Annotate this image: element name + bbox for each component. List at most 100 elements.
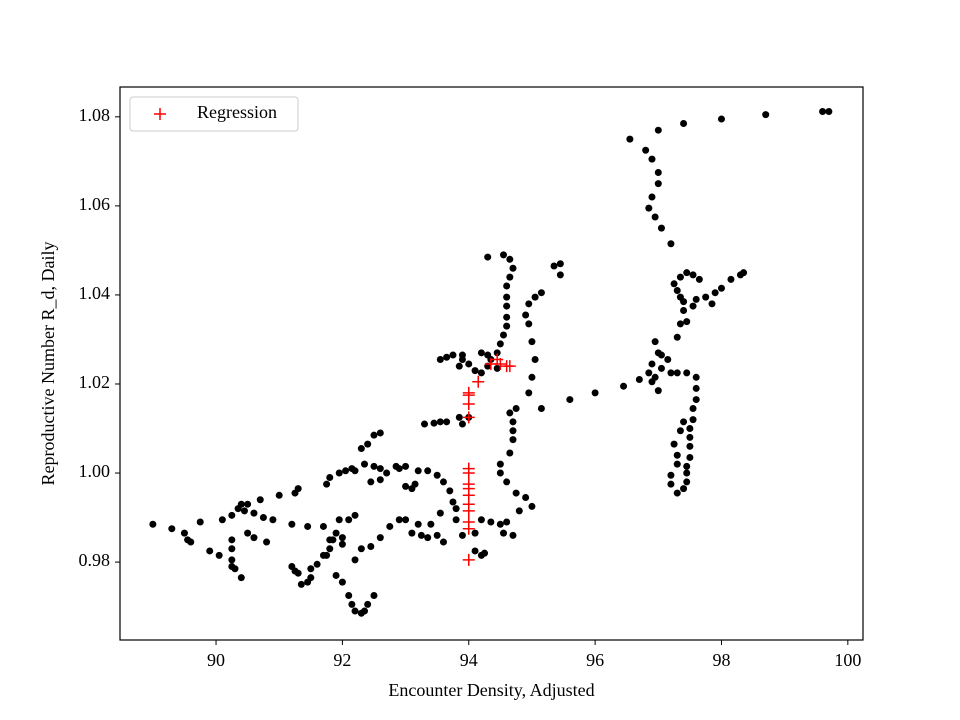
point xyxy=(256,496,264,504)
point xyxy=(692,373,700,381)
point xyxy=(692,384,700,392)
point xyxy=(367,542,375,550)
point xyxy=(740,269,748,277)
point xyxy=(496,520,504,528)
point xyxy=(673,369,681,377)
point xyxy=(244,500,252,508)
point xyxy=(477,516,485,524)
point xyxy=(361,460,369,468)
point xyxy=(370,462,378,470)
point xyxy=(275,491,283,499)
point xyxy=(491,353,504,366)
point xyxy=(528,373,536,381)
point xyxy=(667,480,675,488)
point xyxy=(417,531,425,539)
point xyxy=(531,293,539,301)
point xyxy=(364,600,372,608)
point xyxy=(436,418,444,426)
point xyxy=(367,478,375,486)
point xyxy=(462,462,475,475)
point xyxy=(462,516,475,529)
y-tick-label: 1.00 xyxy=(79,461,111,481)
point xyxy=(550,262,558,270)
point xyxy=(319,522,327,530)
point xyxy=(683,462,691,470)
point xyxy=(228,511,236,519)
point xyxy=(452,516,460,524)
point xyxy=(496,469,504,477)
point xyxy=(727,275,735,283)
point xyxy=(231,565,239,573)
point xyxy=(648,378,656,386)
point xyxy=(218,516,226,524)
point xyxy=(402,482,410,490)
point xyxy=(506,273,514,281)
point xyxy=(477,369,485,377)
point xyxy=(667,369,675,377)
point xyxy=(244,529,252,537)
point xyxy=(537,404,545,412)
point xyxy=(345,591,353,599)
point xyxy=(439,538,447,546)
point xyxy=(673,333,681,341)
point xyxy=(648,155,656,163)
point xyxy=(689,416,697,424)
point xyxy=(528,502,536,510)
point xyxy=(338,578,346,586)
point xyxy=(503,322,511,330)
point xyxy=(411,480,419,488)
point xyxy=(326,545,334,553)
point xyxy=(525,320,533,328)
plot-area xyxy=(149,107,833,617)
point xyxy=(651,338,659,346)
point xyxy=(487,518,495,526)
point xyxy=(307,565,315,573)
point xyxy=(237,500,245,508)
point xyxy=(645,369,653,377)
point xyxy=(345,516,353,524)
point xyxy=(326,536,334,544)
point xyxy=(168,525,176,533)
point xyxy=(414,467,422,475)
point xyxy=(654,180,662,188)
point xyxy=(364,440,372,448)
point xyxy=(528,338,536,346)
point xyxy=(250,534,258,542)
point xyxy=(332,529,340,537)
point xyxy=(673,460,681,468)
point xyxy=(692,396,700,404)
point xyxy=(673,286,681,294)
point xyxy=(522,311,530,319)
point xyxy=(395,516,403,524)
point xyxy=(708,300,716,308)
point xyxy=(825,107,833,115)
point xyxy=(326,473,334,481)
point xyxy=(509,436,517,444)
point xyxy=(433,471,441,479)
point xyxy=(711,289,719,297)
point xyxy=(370,431,378,439)
point xyxy=(342,467,350,475)
point xyxy=(484,351,492,359)
point xyxy=(689,271,697,279)
point xyxy=(443,353,451,361)
point xyxy=(237,574,245,582)
point xyxy=(436,355,444,363)
point xyxy=(657,224,665,232)
point xyxy=(503,313,511,321)
point xyxy=(503,518,511,526)
point xyxy=(458,351,466,359)
point xyxy=(500,529,508,537)
point xyxy=(556,260,564,268)
point xyxy=(648,193,656,201)
point xyxy=(338,534,346,542)
point xyxy=(376,465,384,473)
point xyxy=(683,478,691,486)
point xyxy=(689,302,697,310)
point xyxy=(452,505,460,513)
point xyxy=(481,549,489,557)
x-tick-label: 98 xyxy=(712,650,730,670)
point xyxy=(515,507,523,515)
y-tick-label: 1.08 xyxy=(79,105,111,125)
x-tick-label: 100 xyxy=(834,650,861,670)
